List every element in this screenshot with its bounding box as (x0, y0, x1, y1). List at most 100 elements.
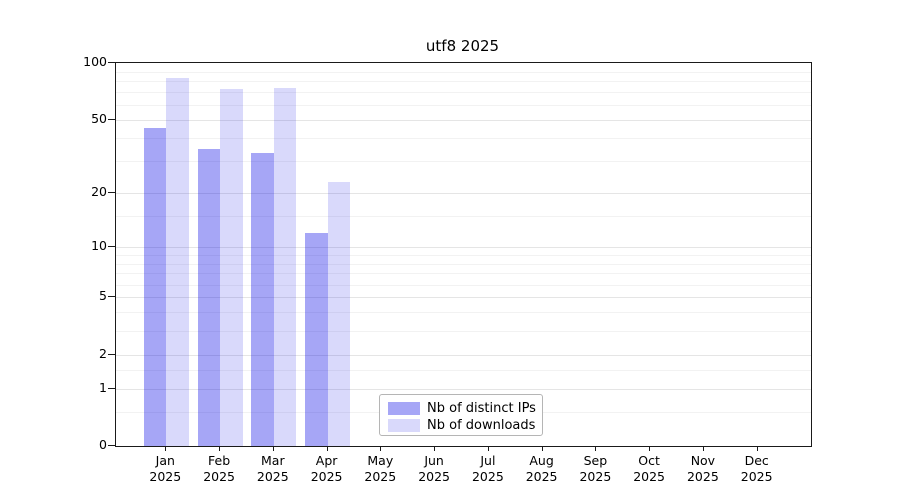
x-tick-year: 2025 (525, 469, 558, 484)
legend-swatch-downloads (388, 418, 420, 432)
legend-label-downloads: Nb of downloads (427, 417, 536, 433)
gridline-minor (116, 81, 811, 83)
y-tick-label: 10 (91, 238, 107, 253)
y-tick-mark (108, 118, 115, 120)
x-tick-year: 2025 (149, 469, 182, 484)
x-tick-month: Feb (208, 453, 231, 468)
gridline-major (116, 247, 811, 248)
y-tick-mark (108, 387, 115, 389)
y-tick-mark (108, 192, 115, 194)
legend-row-downloads: Nb of downloads (388, 417, 536, 433)
gridline-major (116, 297, 811, 299)
gridline-minor (116, 273, 811, 275)
y-tick-mark (108, 445, 115, 446)
x-tick-month: Nov (690, 453, 716, 468)
legend-label-distinct-ips: Nb of distinct IPs (427, 400, 536, 416)
x-tick-label: Jul 2025 (456, 453, 520, 485)
bar-distinct-ips-feb (197, 148, 221, 446)
x-tick-mark (219, 446, 221, 451)
gridline-minor (116, 161, 811, 162)
legend-swatch-distinct-ips (388, 401, 420, 415)
x-tick-label: Jan 2025 (133, 453, 197, 485)
y-tick-mark (108, 353, 115, 355)
x-tick-year: 2025 (686, 469, 719, 484)
gridline-minor (116, 215, 811, 217)
y-tick-label: 1 (99, 379, 107, 395)
gridline-major (116, 354, 811, 356)
x-tick-mark (434, 446, 436, 451)
bar-downloads-feb (220, 88, 243, 446)
plot-area (115, 62, 812, 447)
bar-distinct-ips-jan (143, 128, 167, 446)
x-tick-label: Jun 2025 (402, 453, 466, 485)
x-tick-mark (702, 446, 704, 451)
x-tick-mark (541, 446, 543, 451)
x-tick-label: Oct 2025 (617, 453, 681, 485)
x-tick-year: 2025 (203, 469, 235, 484)
y-tick-label: 2 (99, 345, 107, 361)
x-tick-mark (326, 446, 328, 451)
x-tick-month: Aug (529, 453, 554, 468)
y-tick-label: 5 (99, 288, 107, 304)
gridline-minor (116, 370, 811, 371)
gridline-minor (116, 137, 811, 139)
gridline-minor (116, 104, 811, 106)
bar-downloads-mar (273, 87, 297, 446)
x-tick-month: May (367, 453, 394, 468)
x-tick-month: Jun (424, 453, 444, 468)
legend-row-distinct-ips: Nb of distinct IPs (388, 400, 536, 416)
bar-downloads-jan (166, 78, 189, 446)
x-tick-mark (487, 446, 489, 451)
y-tick-mark (108, 246, 115, 247)
x-tick-mark (756, 446, 758, 451)
x-tick-month: Jul (480, 453, 496, 468)
x-tick-year: 2025 (740, 469, 773, 484)
x-tick-year: 2025 (418, 469, 450, 484)
gridline-minor (116, 263, 811, 265)
y-tick-label: 0 (99, 437, 107, 452)
x-tick-month: Apr (315, 453, 338, 468)
gridline-minor (116, 92, 811, 94)
x-tick-mark (595, 446, 597, 451)
x-tick-month: Sep (583, 453, 608, 468)
x-tick-month: Mar (261, 453, 285, 468)
gridline-minor (116, 331, 811, 332)
bar-distinct-ips-mar (251, 153, 274, 446)
x-tick-label: Feb 2025 (187, 453, 251, 485)
x-tick-year: 2025 (256, 469, 289, 484)
gridline-major (116, 193, 811, 195)
x-tick-year: 2025 (579, 469, 612, 484)
x-tick-month: Dec (744, 453, 769, 468)
x-tick-label: Sep 2025 (563, 453, 627, 485)
x-tick-mark (649, 446, 651, 451)
x-tick-label: Apr 2025 (295, 453, 359, 485)
bar-downloads-apr (327, 182, 351, 446)
gridline-minor (116, 254, 811, 256)
x-tick-year: 2025 (633, 469, 665, 484)
bar-distinct-ips-apr (305, 233, 328, 446)
x-tick-year: 2025 (364, 469, 397, 484)
x-tick-mark (165, 446, 167, 451)
gridline-major (116, 388, 811, 390)
y-tick-label: 20 (91, 184, 107, 200)
x-tick-label: Aug 2025 (510, 453, 574, 485)
gridline-minor (116, 284, 811, 286)
y-tick-label: 50 (91, 110, 107, 126)
gridline-major (116, 119, 811, 121)
gridline-minor (116, 312, 811, 314)
gridline-minor (116, 71, 811, 73)
x-tick-year: 2025 (471, 469, 504, 484)
y-tick-mark (108, 62, 115, 63)
x-tick-label: Mar 2025 (241, 453, 305, 485)
legend: Nb of distinct IPs Nb of downloads (379, 394, 543, 436)
chart-title: utf8 2025 (425, 37, 500, 55)
y-tick-mark (108, 296, 115, 298)
x-tick-year: 2025 (310, 469, 343, 484)
x-tick-month: Oct (638, 453, 660, 468)
x-tick-mark (272, 446, 274, 451)
x-tick-label: Nov 2025 (671, 453, 735, 485)
x-tick-label: Dec 2025 (725, 453, 789, 485)
y-tick-label: 100 (83, 54, 107, 69)
x-tick-label: May 2025 (348, 453, 412, 485)
